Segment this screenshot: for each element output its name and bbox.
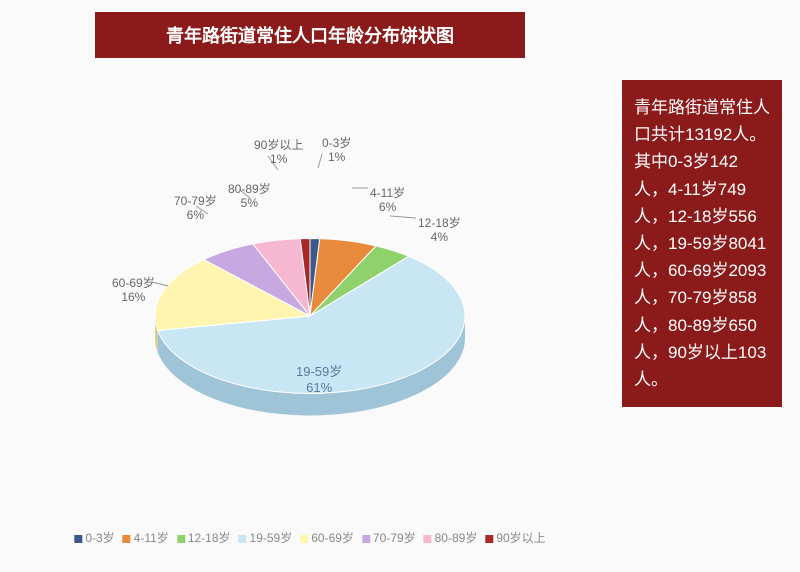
slice-label: 60-69岁16% xyxy=(112,276,155,305)
slice-label: 19-59岁61% xyxy=(296,361,342,395)
slice-label: 12-18岁4% xyxy=(418,216,461,245)
legend-swatch xyxy=(123,535,131,543)
slice-label: 80-89岁5% xyxy=(228,182,271,211)
legend-item: 0-3岁 xyxy=(74,529,114,546)
legend-item: 12-18岁 xyxy=(177,529,231,546)
summary-sidebar: 青年路街道常住人口共计13192人。其中0-3岁142人，4-11岁749人，1… xyxy=(622,80,782,407)
legend-item: 19-59岁 xyxy=(239,529,293,546)
legend-swatch xyxy=(362,535,370,543)
slice-label: 90岁以上1% xyxy=(254,138,303,167)
legend-swatch xyxy=(177,535,185,543)
legend-swatch xyxy=(424,535,432,543)
legend-item: 4-11岁 xyxy=(123,529,169,546)
slice-label: 70-79岁6% xyxy=(174,194,217,223)
slice-label: 4-11岁6% xyxy=(370,186,405,215)
legend-swatch xyxy=(74,535,82,543)
legend-item: 80-89岁 xyxy=(424,529,478,546)
legend-swatch xyxy=(485,535,493,543)
slice-label: 0-3岁1% xyxy=(322,136,351,165)
leader-line xyxy=(390,216,416,218)
pie-chart: 0-3岁1% 4-11岁6% 12-18岁4% 19-59岁61% 60-69岁16% 7… xyxy=(30,66,590,516)
main-chart-area: 青年路街道常住人口年龄分布饼状图 0-3岁1% 4-11岁6% 12-18岁4% 19… xyxy=(20,12,600,552)
chart-title: 青年路街道常住人口年龄分布饼状图 xyxy=(95,12,525,58)
legend: 0-3岁 4-11岁 12-18岁 19-59岁 60-69岁 70-79岁 80-89岁 9… xyxy=(70,529,549,546)
legend-item: 90岁以上 xyxy=(485,529,545,546)
legend-swatch xyxy=(239,535,247,543)
legend-item: 60-69岁 xyxy=(300,529,354,546)
legend-item: 70-79岁 xyxy=(362,529,416,546)
legend-swatch xyxy=(300,535,308,543)
